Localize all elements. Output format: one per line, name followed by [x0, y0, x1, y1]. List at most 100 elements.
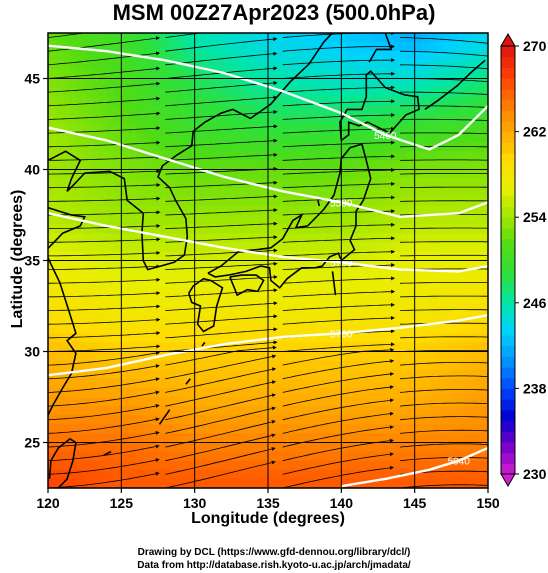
field-cell [238, 169, 247, 180]
field-cell [334, 424, 342, 434]
field-cell [392, 342, 401, 353]
field-cell [282, 324, 291, 334]
field-cell [348, 369, 357, 380]
coastline [201, 341, 206, 347]
field-cell [436, 478, 445, 488]
field-cell [114, 424, 122, 434]
field-cell [341, 224, 350, 234]
coastline [317, 200, 321, 207]
field-cell [297, 315, 306, 325]
field-cell [444, 187, 452, 198]
field-cell [480, 306, 488, 316]
field-cell [92, 251, 100, 262]
field-cell [106, 151, 115, 161]
colorbar-tick-label: 254 [523, 209, 547, 225]
field-cell [238, 315, 247, 325]
field-cell [429, 33, 438, 43]
field-cell [92, 488, 100, 498]
field-cell [334, 287, 342, 298]
field-cell [319, 78, 328, 89]
field-cell [194, 205, 203, 216]
field-cell [268, 33, 276, 43]
field-cell [99, 342, 108, 353]
field-cell [458, 406, 467, 416]
field-cell [370, 415, 379, 425]
streamline [282, 168, 396, 175]
field-cell [385, 351, 394, 362]
field-cell [319, 378, 328, 389]
field-cell [414, 469, 423, 480]
field-cell [209, 233, 218, 243]
field-cell [458, 178, 467, 189]
field-cell [429, 369, 438, 380]
field-cell [326, 105, 335, 116]
field-cell [62, 369, 71, 380]
field-cell [231, 114, 240, 125]
field-cell [319, 251, 328, 262]
field-cell [304, 87, 313, 98]
field-cell [268, 187, 276, 198]
field-cell [260, 460, 269, 471]
field-cell [341, 451, 350, 462]
field-cell [48, 324, 56, 334]
field-cell [216, 406, 225, 416]
field-cell [143, 87, 152, 98]
field-cell [246, 251, 254, 262]
field-cell [209, 306, 218, 316]
field-cell [253, 397, 262, 407]
field-cell [99, 224, 108, 234]
field-cell [99, 151, 108, 161]
field-cell [480, 205, 488, 216]
field-cell [290, 296, 298, 307]
field-cell [187, 160, 196, 171]
field-cell [253, 105, 262, 116]
field-cell [458, 60, 467, 70]
field-cell [378, 242, 386, 252]
field-cell [62, 78, 71, 89]
field-cell [326, 133, 335, 143]
field-cell [172, 78, 181, 89]
field-cell [231, 196, 240, 207]
field-cell [326, 78, 335, 89]
field-cell [216, 251, 225, 262]
field-cell [92, 387, 100, 398]
field-cell [370, 333, 379, 343]
field-cell [400, 105, 408, 116]
x-tick-label: 130 [183, 495, 207, 511]
field-cell [297, 42, 306, 52]
field-cell [216, 142, 225, 152]
field-cell [253, 296, 262, 307]
field-cell [202, 306, 210, 316]
field-cell [466, 178, 474, 189]
field-cell [260, 287, 269, 298]
field-cell [480, 33, 488, 43]
field-cell [407, 424, 416, 434]
field-cell [180, 142, 188, 152]
field-cell [99, 287, 108, 298]
field-cell [92, 96, 100, 107]
field-cell [451, 242, 460, 252]
field-cell [326, 387, 335, 398]
field-cell [180, 342, 188, 353]
field-cell [143, 287, 152, 298]
field-cell [341, 324, 350, 334]
field-cell [92, 406, 100, 416]
field-cell [275, 360, 284, 371]
field-cell [312, 287, 320, 298]
field-cell [99, 33, 108, 43]
field-cell [429, 397, 438, 407]
field-cell [99, 351, 108, 362]
field-cell [473, 424, 482, 434]
field-cell [231, 242, 240, 252]
field-cell [128, 260, 137, 271]
field-cell [231, 342, 240, 353]
field-cell [429, 251, 438, 262]
field-cell [407, 451, 416, 462]
colorbar-segment [501, 78, 515, 90]
field-cell [480, 196, 488, 207]
field-cell [392, 460, 401, 471]
field-cell [187, 114, 196, 125]
field-cell [268, 460, 276, 471]
field-cell [334, 387, 342, 398]
field-cell [436, 333, 445, 343]
